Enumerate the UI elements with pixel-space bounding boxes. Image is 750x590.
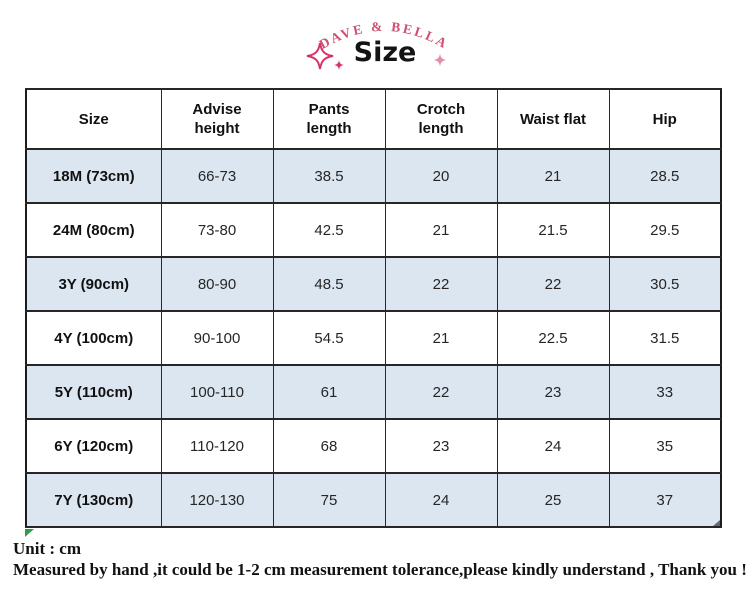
size-cell: 3Y (90cm) — [25, 256, 162, 312]
column-header-advise-height: Advise height — [160, 88, 274, 150]
value-cell: 24 — [384, 472, 498, 528]
value-cell: 68 — [272, 418, 386, 474]
green-triangle-artifact — [25, 529, 34, 537]
value-cell: 75 — [272, 472, 386, 528]
value-cell: 24 — [496, 418, 610, 474]
size-table: Size Advise height Pants length Crotch l… — [25, 88, 722, 528]
table-row: 4Y (100cm) 90-100 54.5 21 22.5 31.5 — [25, 310, 722, 366]
value-cell: 90-100 — [160, 310, 274, 366]
table-row: 18M (73cm) 66-73 38.5 20 21 28.5 — [25, 148, 722, 204]
value-cell: 100-110 — [160, 364, 274, 420]
value-cell: 120-130 — [160, 472, 274, 528]
value-cell: 54.5 — [272, 310, 386, 366]
value-cell: 30.5 — [608, 256, 722, 312]
size-cell: 5Y (110cm) — [25, 364, 162, 420]
table-row: 6Y (120cm) 110-120 68 23 24 35 — [25, 418, 722, 474]
table-row: 24M (80cm) 73-80 42.5 21 21.5 29.5 — [25, 202, 722, 258]
table-row: 3Y (90cm) 80-90 48.5 22 22 30.5 — [25, 256, 722, 312]
column-header-crotch-length: Crotch length — [384, 88, 498, 150]
column-header-pants-length: Pants length — [272, 88, 386, 150]
size-cell: 24M (80cm) — [25, 202, 162, 258]
value-cell: 35 — [608, 418, 722, 474]
sparkle-icon-right — [433, 53, 447, 67]
value-cell: 22.5 — [496, 310, 610, 366]
table-header-row: Size Advise height Pants length Crotch l… — [25, 88, 722, 150]
page-title: Size — [353, 37, 417, 68]
value-cell: 21.5 — [496, 202, 610, 258]
value-cell: 37 — [608, 472, 722, 528]
size-cell: 7Y (130cm) — [25, 472, 162, 528]
sparkle-icon-left-small — [334, 60, 344, 70]
table-row: 7Y (130cm) 120-130 75 24 25 37 — [25, 472, 722, 528]
value-cell: 38.5 — [272, 148, 386, 204]
tolerance-note: Measured by hand ,it could be 1-2 cm mea… — [13, 560, 747, 579]
size-cell: 6Y (120cm) — [25, 418, 162, 474]
table-row: 5Y (110cm) 100-110 61 22 23 33 — [25, 364, 722, 420]
value-cell: 73-80 — [160, 202, 274, 258]
corner-handle-artifact — [713, 520, 720, 526]
column-header-size: Size — [25, 88, 162, 150]
value-cell: 22 — [384, 364, 498, 420]
value-cell: 21 — [384, 310, 498, 366]
column-header-waist-flat: Waist flat — [496, 88, 610, 150]
value-cell: 23 — [384, 418, 498, 474]
unit-label: Unit : cm — [13, 539, 81, 558]
footer-notes: Unit : cm Measured by hand ,it could be … — [13, 539, 750, 580]
value-cell: 33 — [608, 364, 722, 420]
column-header-hip: Hip — [608, 88, 722, 150]
value-cell: 22 — [384, 256, 498, 312]
value-cell: 31.5 — [608, 310, 722, 366]
sparkle-icon-left-large — [307, 43, 333, 69]
value-cell: 28.5 — [608, 148, 722, 204]
size-cell: 18M (73cm) — [25, 148, 162, 204]
value-cell: 23 — [496, 364, 610, 420]
value-cell: 21 — [496, 148, 610, 204]
value-cell: 110-120 — [160, 418, 274, 474]
value-cell: 80-90 — [160, 256, 274, 312]
header-decoration: DAVE & BELLA — [0, 19, 449, 88]
value-cell: 48.5 — [272, 256, 386, 312]
value-cell: 25 — [496, 472, 610, 528]
value-cell: 20 — [384, 148, 498, 204]
value-cell: 21 — [384, 202, 498, 258]
size-cell: 4Y (100cm) — [25, 310, 162, 366]
value-cell: 61 — [272, 364, 386, 420]
value-cell: 22 — [496, 256, 610, 312]
value-cell: 42.5 — [272, 202, 386, 258]
value-cell: 66-73 — [160, 148, 274, 204]
value-cell: 29.5 — [608, 202, 722, 258]
